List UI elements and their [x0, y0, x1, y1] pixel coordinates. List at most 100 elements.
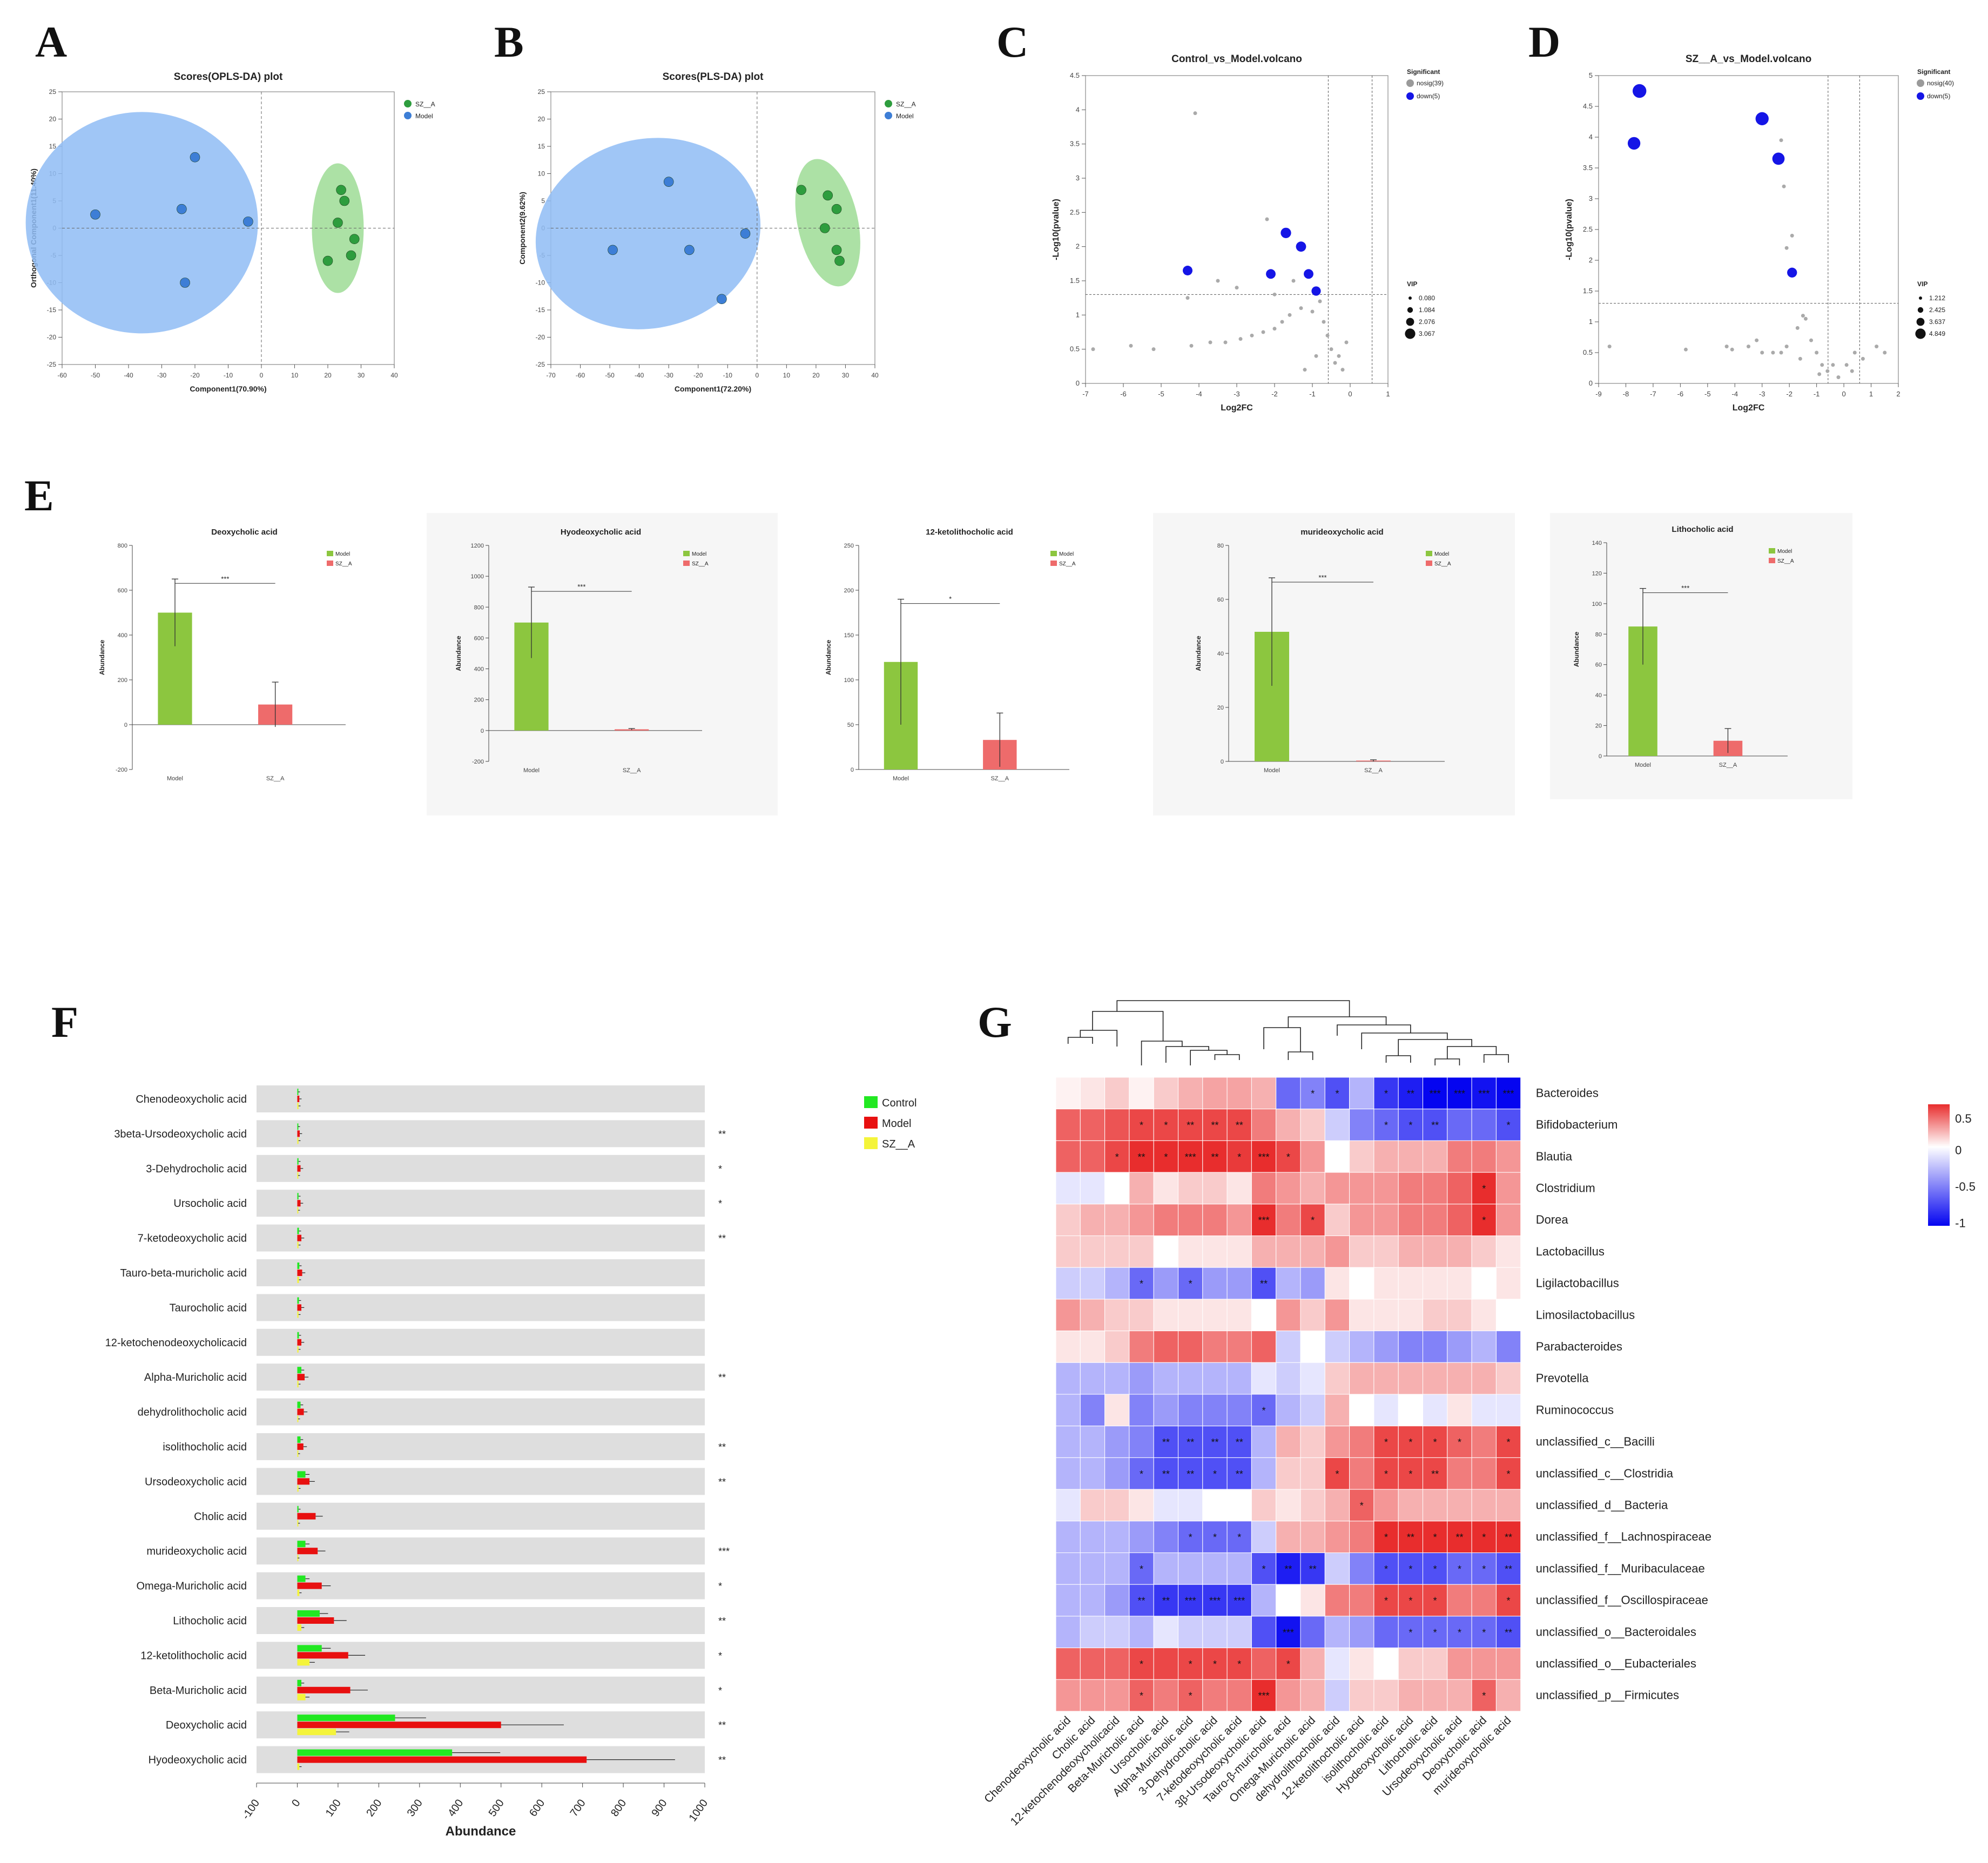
heatmap-cell: [1423, 1331, 1448, 1363]
heatmap-cell: [1153, 1140, 1178, 1173]
heatmap-cell: [1423, 1204, 1448, 1237]
plot-frame: [1085, 75, 1389, 384]
y-tick-label: 0.5: [1070, 345, 1080, 353]
bar-Model: [297, 1756, 587, 1763]
score-point-SZ__A: [322, 255, 333, 266]
bar-Control: [297, 1193, 299, 1200]
heatmap-cell: [1080, 1267, 1106, 1300]
heatmap-cell: [1349, 1267, 1374, 1300]
heatmap-cell: [1104, 1204, 1130, 1237]
x-tick-label: Model: [1264, 767, 1280, 774]
heatmap-cell: [1373, 1489, 1399, 1522]
bar-SZ__A: [297, 1659, 310, 1666]
dendrogram-link: [1190, 1050, 1228, 1065]
heatmap-cell: [1104, 1362, 1130, 1395]
y-tick-label: 120: [1592, 570, 1602, 577]
cell-significance: *: [1311, 1088, 1315, 1099]
heatmap-cell: [1129, 1584, 1154, 1617]
bar-SZ__A: [297, 1415, 299, 1422]
y-tick-label: 400: [118, 632, 127, 639]
heatmap-cell: [1080, 1109, 1106, 1141]
volcano-point-nosig: [1261, 330, 1265, 334]
significance-stars: *: [718, 1164, 722, 1174]
heatmap-cell: [1349, 1616, 1374, 1649]
heatmap-cell: [1227, 1426, 1252, 1458]
y-tick-label: 100: [844, 677, 854, 684]
heatmap-cell: [1104, 1299, 1130, 1332]
chart-title: Scores(OPLS-DA) plot: [174, 71, 283, 83]
cell-significance: *: [1140, 1279, 1143, 1290]
category-label: Taurocholic acid: [170, 1302, 247, 1314]
y-tick-label: 60: [1217, 597, 1224, 603]
y-tick-label: -200: [116, 767, 127, 773]
heatmap-cell: [1349, 1426, 1374, 1458]
row-label: Dorea: [1536, 1213, 1569, 1226]
heatmap-cell: [1398, 1394, 1423, 1427]
y-tick-label: 0: [1589, 379, 1593, 387]
heatmap-cell: [1055, 1489, 1081, 1522]
panel-letter-F: F: [51, 997, 78, 1047]
color-legend-label: 0: [1955, 1144, 1962, 1157]
x-tick-label: 200: [364, 1797, 384, 1819]
heatmap-cell: [1276, 1584, 1301, 1617]
category-label: Deoxycholic acid: [166, 1719, 247, 1731]
y-tick-label: 3.5: [1070, 140, 1080, 148]
cell-significance: **: [1309, 1564, 1317, 1575]
y-axis-label: Abundance: [1573, 632, 1580, 667]
heatmap-cell: [1178, 1236, 1203, 1268]
heatmap-cell: [1324, 1109, 1350, 1141]
legend-swatch: [1426, 551, 1432, 556]
heatmap-cell: [1423, 1267, 1448, 1300]
heatmap-cell: [1495, 1362, 1521, 1395]
cell-significance: **: [1505, 1532, 1512, 1543]
legend-swatch: [1050, 551, 1057, 556]
dendrogram-link: [1263, 1027, 1301, 1052]
score-point-SZ__A: [336, 185, 346, 195]
heatmap-cell: [1398, 1236, 1423, 1268]
heatmap-cell: [1398, 1362, 1423, 1395]
row-label: unclassified_o__Bacteroidales: [1536, 1625, 1696, 1638]
heatmap-cell: [1447, 1077, 1472, 1110]
bar-Control: [297, 1714, 395, 1722]
x-tick-label: 600: [527, 1797, 547, 1819]
cell-significance: **: [1138, 1596, 1145, 1606]
cell-significance: *: [1482, 1532, 1486, 1543]
significance-stars: ***: [718, 1546, 730, 1557]
heatmap-cell: [1055, 1267, 1081, 1300]
heatmap-cell: [1202, 1077, 1228, 1110]
heatmap-cell: [1129, 1521, 1154, 1554]
heatmap-cell: [1423, 1362, 1448, 1395]
heatmap-cell: [1104, 1077, 1130, 1110]
cell-significance: *: [1433, 1437, 1437, 1448]
heatmap-cell: [1324, 1236, 1350, 1268]
heatmap-cell: [1104, 1584, 1130, 1617]
heatmap-cell: [1129, 1109, 1154, 1141]
x-tick-label: -9: [1595, 390, 1602, 398]
dendrogram-link: [1165, 1046, 1209, 1063]
heatmap-cell: [1276, 1616, 1301, 1649]
heatmap-cell: [1080, 1457, 1106, 1490]
x-tick-label: 30: [842, 372, 850, 379]
heatmap-cell: [1349, 1679, 1374, 1712]
cell-significance: *: [1189, 1691, 1192, 1702]
heatmap-cell: [1398, 1489, 1423, 1522]
y-tick-label: 140: [1592, 540, 1602, 546]
x-tick-label: 0: [1348, 390, 1352, 398]
cell-significance: ***: [1454, 1088, 1465, 1099]
heatmap-cell: [1373, 1204, 1399, 1237]
heatmap-cell: [1300, 1267, 1325, 1300]
x-axis-label: Component1(70.90%): [190, 384, 266, 393]
significance-stars: **: [718, 1720, 726, 1731]
heatmap-cell: [1471, 1140, 1497, 1173]
bar-SZ__A: [297, 1381, 299, 1388]
bar-Control: [297, 1158, 299, 1165]
heatmap-cell: [1178, 1457, 1203, 1490]
heatmap-cell: [1080, 1616, 1106, 1649]
heatmap-cell: [1373, 1679, 1399, 1712]
x-tick-label: -30: [664, 372, 674, 379]
heatmap-cell: [1300, 1489, 1325, 1522]
volcano-point-nosig: [1779, 350, 1783, 355]
category-label: dehydrolithocholic acid: [138, 1407, 247, 1419]
heatmap-cell: [1129, 1426, 1154, 1458]
x-tick-label: -6: [1677, 390, 1684, 398]
